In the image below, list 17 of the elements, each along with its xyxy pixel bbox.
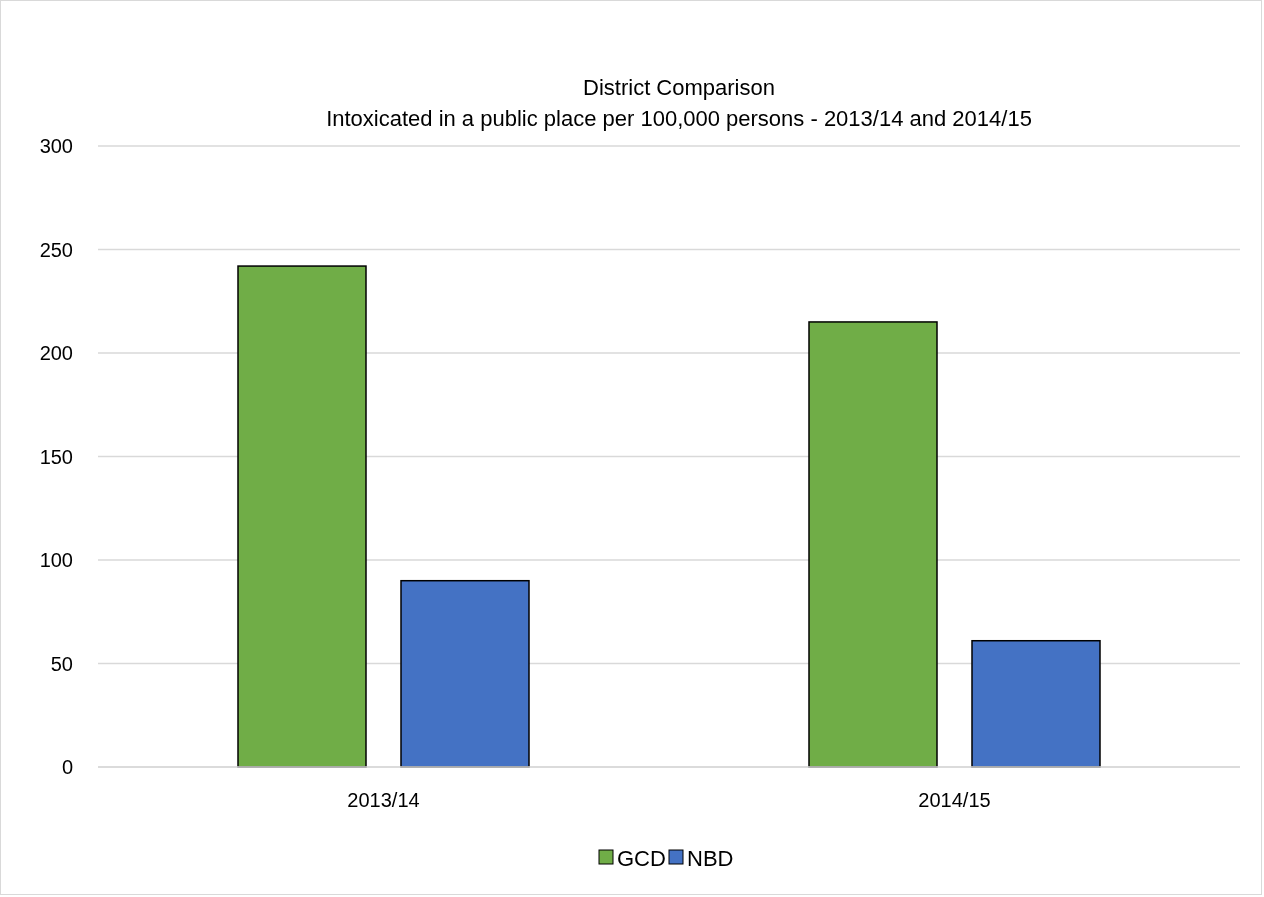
bar — [237, 265, 367, 768]
y-tick-label: 200 — [39, 342, 73, 364]
x-tick-label: 2014/15 — [918, 789, 991, 811]
legend-label: NBD — [687, 845, 734, 871]
bar — [400, 579, 530, 768]
bar — [808, 321, 938, 768]
y-tick-label: 250 — [39, 238, 73, 261]
y-tick-label: 300 — [39, 135, 73, 157]
chart-subtitle: Intoxicated in a public place per 100,000 persons - 2013/14 and 2014/15 — [326, 106, 1032, 131]
y-tick-label: 0 — [61, 756, 73, 778]
legend-label: GCD — [617, 845, 666, 871]
bar — [971, 639, 1101, 768]
y-tick-label: 150 — [39, 445, 73, 468]
x-tick-label: 2013/14 — [347, 789, 420, 811]
y-tick-label: 100 — [39, 549, 73, 571]
chart-title: District Comparison — [583, 75, 775, 100]
y-tick-label: 50 — [50, 652, 73, 675]
